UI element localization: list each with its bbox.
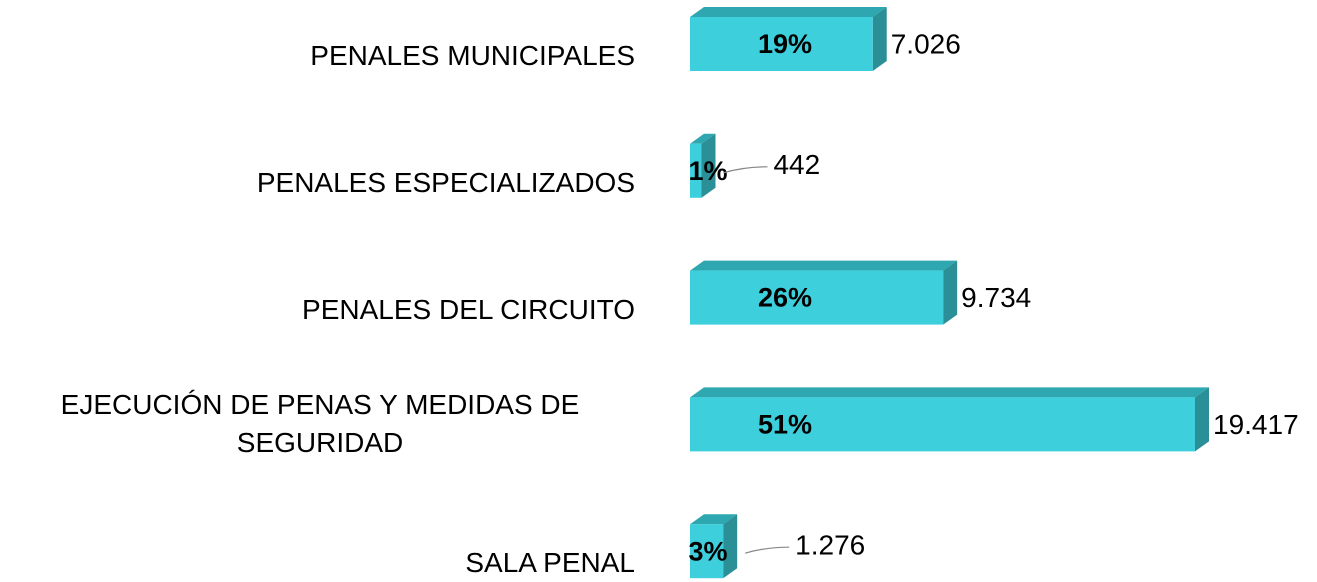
category-label: EJECUCIÓN DE PENAS Y MEDIDAS DE SEGURIDA… — [60, 389, 580, 459]
percentage-label: 26% — [758, 283, 812, 313]
category-label: PENALES ESPECIALIZADOS — [256, 166, 635, 198]
bar-side — [723, 514, 738, 579]
value-label: 7.026 — [891, 28, 961, 59]
bar-top — [690, 133, 716, 144]
bar-top — [690, 387, 1209, 398]
percentage-label: 19% — [758, 29, 812, 59]
bar — [690, 17, 873, 71]
bar-side — [1195, 387, 1209, 452]
category-label: PENALES DEL CIRCUITO — [302, 293, 635, 325]
percentage-label: 3% — [688, 536, 727, 566]
category-label: PENALES MUNICIPALES — [310, 40, 635, 71]
percentage-label: 51% — [758, 410, 812, 440]
value-label: 1.276 — [795, 530, 865, 561]
bar-side — [701, 133, 716, 198]
percentage-label: 1% — [688, 156, 727, 186]
value-label: 442 — [773, 149, 820, 180]
value-label: 9.734 — [961, 282, 1031, 313]
bar-top — [690, 260, 958, 271]
bar — [690, 143, 702, 198]
leader-line — [745, 546, 790, 554]
leader-line — [723, 166, 768, 174]
category-label: SALA PENAL — [465, 547, 635, 579]
bar-side — [872, 7, 887, 71]
bar-top — [690, 7, 887, 17]
bar — [690, 524, 724, 579]
bar-side — [943, 260, 958, 325]
bar — [690, 270, 944, 325]
bar — [690, 397, 1195, 452]
value-label: 19.417 — [1213, 409, 1299, 440]
bar-top — [690, 514, 738, 525]
